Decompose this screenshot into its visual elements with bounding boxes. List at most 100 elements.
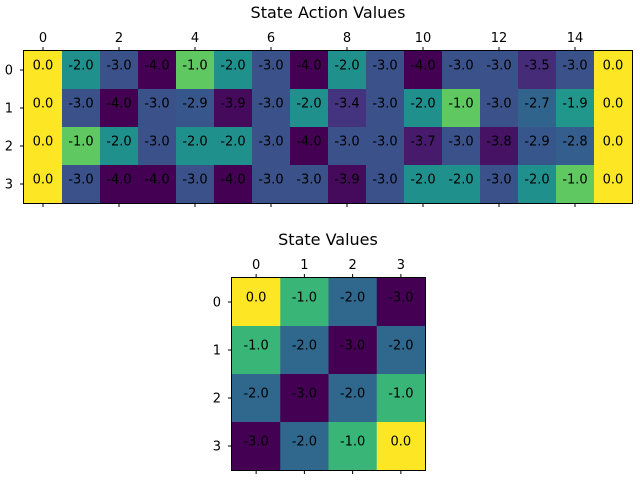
cell-value-label: -1.0 (243, 339, 268, 354)
heatmap-cell (280, 278, 330, 327)
cell-value-label: -3.0 (372, 135, 397, 150)
heatmap-cell (328, 278, 378, 327)
heatmap-cell (100, 165, 139, 204)
cell-value-label: 0.0 (33, 173, 54, 188)
heatmap-cell (376, 326, 426, 375)
heatmap-cell (280, 422, 330, 471)
cell-value-label: -3.0 (486, 59, 511, 74)
x-axis-ticks: 0 1 2 3 (252, 258, 405, 474)
heatmap-cell (232, 326, 281, 375)
heatmap-cell (328, 89, 367, 128)
heatmap-cell (252, 51, 291, 90)
heatmap-cell (252, 165, 291, 204)
x-tick-label: 0 (252, 258, 260, 273)
cell-value-label: -3.0 (448, 59, 473, 74)
cell-value-label: -3.0 (144, 135, 169, 150)
cell-value-label: -1.0 (182, 59, 207, 74)
cell-value-label: -4.0 (106, 97, 131, 112)
cell-value-label: -2.0 (220, 135, 245, 150)
heatmap-cell (404, 51, 443, 90)
cell-value-label: 0.0 (603, 59, 624, 74)
cell-value-label: -2.0 (182, 135, 207, 150)
plot-frame (23, 50, 633, 204)
heatmap-cell (594, 165, 633, 204)
cell-value-label: -3.0 (68, 173, 93, 188)
cell-value-label: -3.0 (258, 59, 283, 74)
heatmap-cell (376, 422, 426, 471)
x-axis-ticks: 0 2 4 6 8 10 12 14 (39, 31, 583, 207)
cell-value-label: -2.9 (182, 97, 207, 112)
cell-value-label: -2.0 (292, 435, 317, 450)
cell-value-label: -2.0 (106, 135, 131, 150)
cell-value-label: -4.0 (144, 59, 169, 74)
heatmap-cell (24, 89, 63, 128)
x-tick-label: 3 (397, 258, 405, 273)
cell-value-label: -3.0 (372, 97, 397, 112)
heatmap-cell (404, 127, 443, 166)
heatmap-cell (556, 165, 595, 204)
cell-value-label: -2.0 (340, 291, 365, 306)
cell-value-label: -4.0 (144, 173, 169, 188)
heatmap-cell (442, 51, 481, 90)
cell-value-label: -2.0 (340, 387, 365, 402)
heatmap-cell (518, 89, 557, 128)
cell-value-label: -2.8 (562, 135, 587, 150)
cell-value-label: -2.0 (220, 59, 245, 74)
y-tick-label: 2 (5, 140, 13, 155)
x-tick-label: 14 (567, 31, 584, 46)
cell-value-label: -3.0 (258, 173, 283, 188)
heatmap-cell (100, 127, 139, 166)
heatmap-cell (176, 165, 215, 204)
heatmap-cell (376, 278, 426, 327)
state-action-values-chart: State Action Values 0.0 -2.0 -3.0 -4.0 -1.0-… (5, 3, 633, 207)
cell-value-label: -3.0 (258, 97, 283, 112)
cell-value-label: -1.0 (292, 291, 317, 306)
heatmap-cell (62, 89, 101, 128)
heatmap-cell (176, 51, 215, 90)
heatmap-cell (366, 127, 405, 166)
cell-value-label: -3.0 (68, 97, 93, 112)
heatmap-cell (214, 51, 253, 90)
heatmap-cell (328, 165, 367, 204)
heatmap-cell (176, 127, 215, 166)
heatmap-cell (280, 374, 330, 423)
heatmap-cell (232, 422, 281, 471)
heatmap-cell (24, 165, 63, 204)
heatmap-cell (328, 127, 367, 166)
cell-value-label: -3.8 (486, 135, 511, 150)
x-tick-label: 2 (348, 258, 356, 273)
cell-value-label: -4.0 (410, 59, 435, 74)
heatmap-cell (232, 278, 281, 327)
heatmap-cell (594, 89, 633, 128)
x-tick-label: 2 (115, 31, 123, 46)
cell-value-label: -2.0 (292, 339, 317, 354)
heatmap-cell (442, 89, 481, 128)
y-tick-label: 3 (213, 440, 221, 455)
heatmap-cell (366, 89, 405, 128)
heatmap-cell (404, 165, 443, 204)
cell-value-label: 0.0 (33, 97, 54, 112)
cell-value-label: -2.0 (388, 339, 413, 354)
heatmap-cell (252, 127, 291, 166)
cell-value-label: -3.0 (258, 135, 283, 150)
y-tick-label: 0 (213, 296, 221, 311)
cell-value-label: -3.0 (292, 387, 317, 402)
cell-value-label: -3.4 (334, 97, 359, 112)
heatmap-cell (480, 51, 519, 90)
heatmap-cell (480, 165, 519, 204)
cell-value-label: -3.0 (372, 173, 397, 188)
cell-value-label: -2.0 (524, 173, 549, 188)
cell-value-label: -1.0 (68, 135, 93, 150)
heatmap-cell (24, 51, 63, 90)
heatmap-cell (176, 89, 215, 128)
cell-value-label: -2.0 (243, 387, 268, 402)
state-values-chart: State Values 0.0 -1.0 -2.0 -3.0 -1.0 -2.0 -3.0… (213, 230, 426, 474)
heatmap-cell (214, 127, 253, 166)
cell-value-label: -2.0 (448, 173, 473, 188)
heatmap-cell (214, 89, 253, 128)
cell-value-label: -4.0 (220, 173, 245, 188)
cell-value-label: -1.0 (448, 97, 473, 112)
cell-value-label: -4.0 (296, 59, 321, 74)
heatmap-cell (138, 165, 177, 204)
